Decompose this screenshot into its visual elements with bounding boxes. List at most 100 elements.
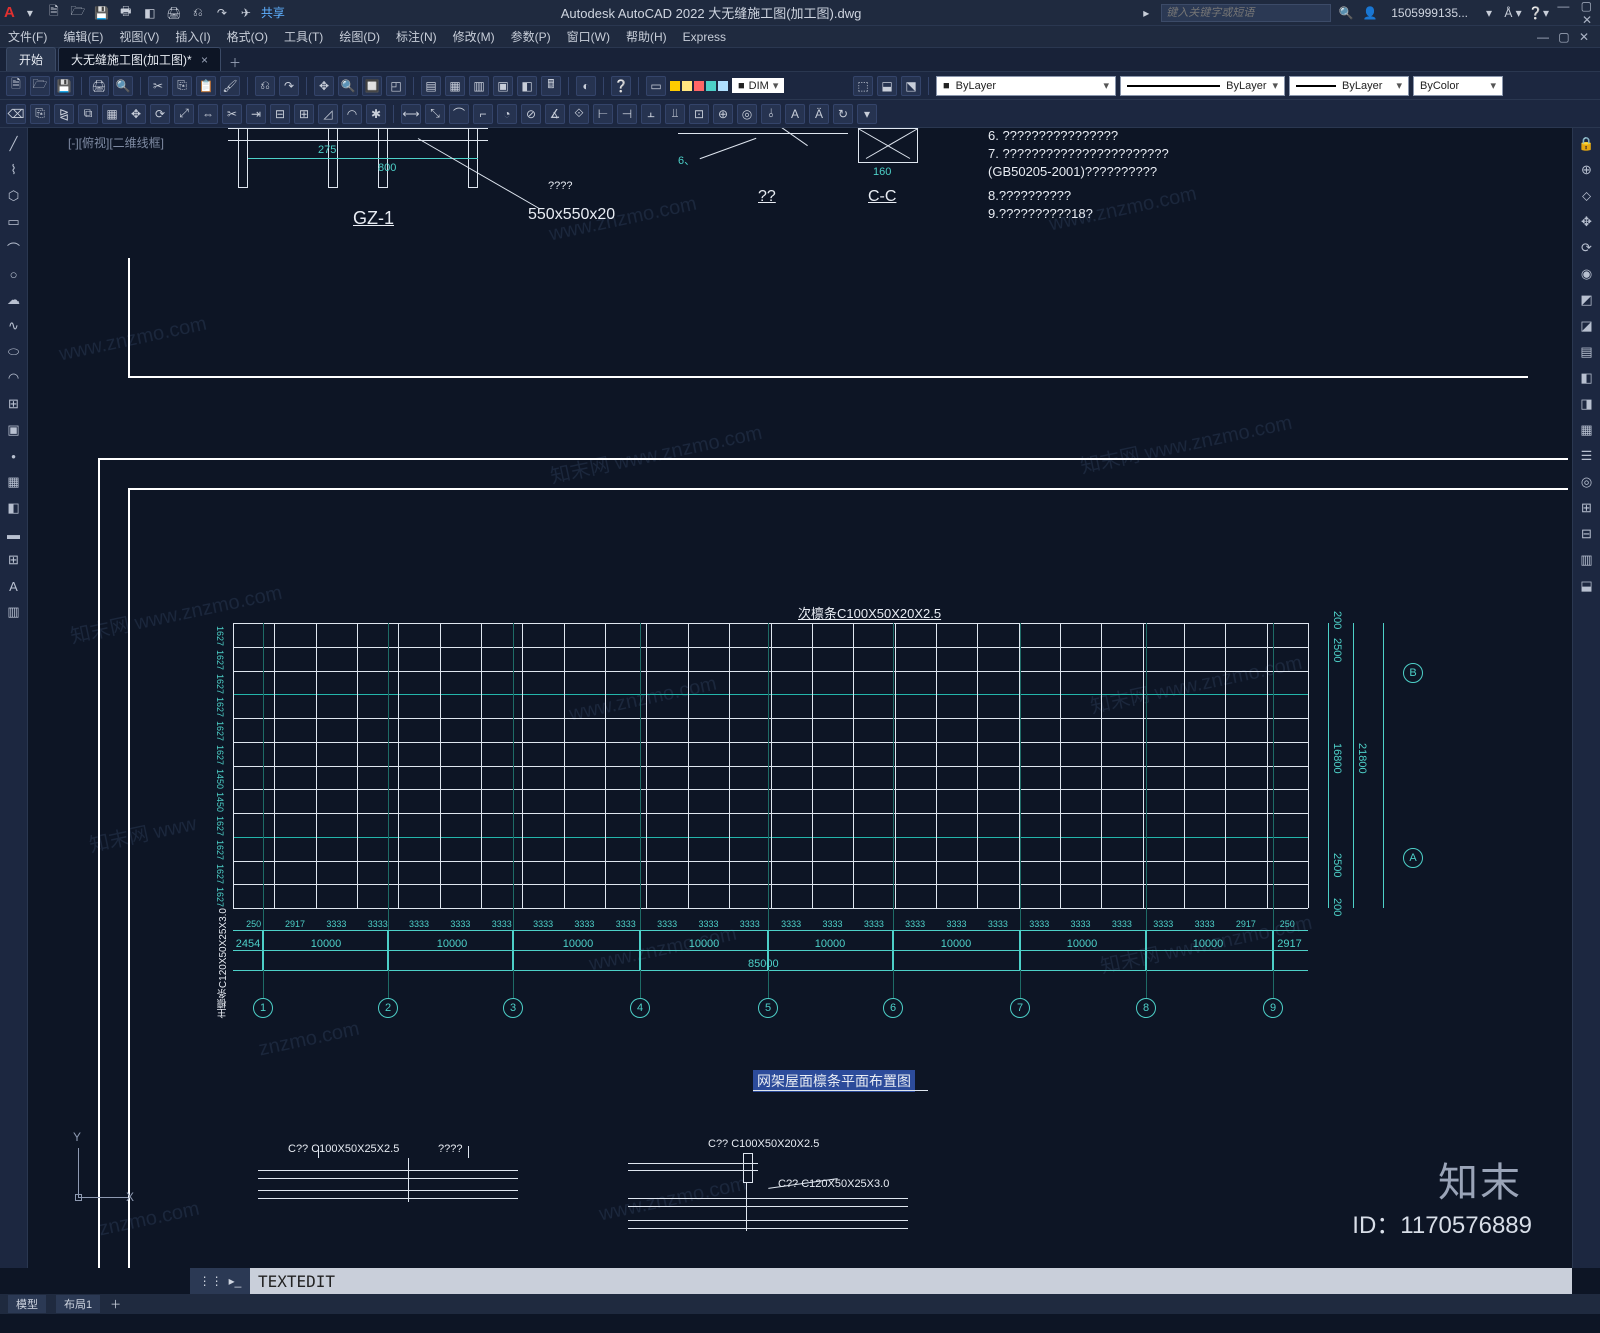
rb-ssm[interactable]: ▣ bbox=[493, 76, 513, 96]
dim-center[interactable]: ⊕ bbox=[713, 104, 733, 124]
mod-fillet[interactable]: ◠ bbox=[342, 104, 362, 124]
layer-plot-icon[interactable] bbox=[706, 81, 716, 91]
status-add-icon[interactable]: ＋ bbox=[110, 1296, 121, 1312]
mod-join[interactable]: ⊞ bbox=[294, 104, 314, 124]
tool-revcloud[interactable]: ☁ bbox=[4, 290, 24, 310]
tool-gradient[interactable]: ◧ bbox=[4, 498, 24, 518]
rtool-v9[interactable]: ⊞ bbox=[1577, 498, 1597, 518]
tool-text[interactable]: A bbox=[4, 576, 24, 596]
menu-edit[interactable]: 编辑(E) bbox=[63, 28, 103, 45]
tool-spline[interactable]: ∿ bbox=[4, 316, 24, 336]
rb-layerprev[interactable]: ⬔ bbox=[901, 76, 921, 96]
rtool-v8[interactable]: ◎ bbox=[1577, 472, 1597, 492]
autodesk-app-icon[interactable]: ▾ bbox=[1480, 6, 1498, 20]
a-icon[interactable]: Å ▾ bbox=[1504, 6, 1522, 20]
menu-dim[interactable]: 标注(N) bbox=[396, 28, 437, 45]
mod-array[interactable]: ▦ bbox=[102, 104, 122, 124]
menu-insert[interactable]: 插入(I) bbox=[175, 28, 210, 45]
search-icon[interactable]: 🔍 bbox=[1337, 6, 1355, 20]
layer-on-icon[interactable] bbox=[670, 81, 680, 91]
rtool-v5[interactable]: ◨ bbox=[1577, 394, 1597, 414]
dim-update[interactable]: ↻ bbox=[833, 104, 853, 124]
plotstyle-dropdown[interactable]: ByColor▾ bbox=[1413, 76, 1503, 96]
rb-block[interactable]: ▭ bbox=[646, 76, 666, 96]
dim-arc[interactable]: ⌒ bbox=[449, 104, 469, 124]
mod-extend[interactable]: ⇥ bbox=[246, 104, 266, 124]
tool-insert[interactable]: ⊞ bbox=[4, 394, 24, 414]
mod-erase[interactable]: ⌫ bbox=[6, 104, 26, 124]
command-input[interactable] bbox=[250, 1268, 1572, 1294]
rb-layers[interactable]: ⬚ bbox=[853, 76, 873, 96]
rb-paste[interactable]: 📋 bbox=[196, 76, 216, 96]
menu-view[interactable]: 视图(V) bbox=[119, 28, 159, 45]
rb-zoomp[interactable]: ◰ bbox=[386, 76, 406, 96]
mod-stretch[interactable]: ⇔ bbox=[198, 104, 218, 124]
rb-save[interactable]: 💾 bbox=[54, 76, 74, 96]
tool-hatch[interactable]: ▦ bbox=[4, 472, 24, 492]
rb-new[interactable]: 🗎 bbox=[6, 76, 26, 96]
tool-table[interactable]: ⊞ bbox=[4, 550, 24, 570]
rtool-rotate[interactable]: ⟳ bbox=[1577, 238, 1597, 258]
rb-help[interactable]: ❔ bbox=[611, 76, 631, 96]
rb-dc[interactable]: ▦ bbox=[445, 76, 465, 96]
color-dropdown[interactable]: ■ ByLayer▾ bbox=[936, 76, 1116, 96]
layer-dropdown[interactable]: ■ DIM▾ bbox=[732, 78, 784, 93]
search-input[interactable] bbox=[1161, 4, 1331, 22]
rb-prop[interactable]: ▤ bbox=[421, 76, 441, 96]
command-line[interactable]: ⋮⋮▸_ bbox=[190, 1268, 1572, 1294]
dim-base[interactable]: ⊢ bbox=[593, 104, 613, 124]
rtool-v6[interactable]: ▦ bbox=[1577, 420, 1597, 440]
doc-window-controls[interactable]: — ▢ ✕ bbox=[1537, 30, 1592, 44]
tool-ellipsearc[interactable]: ◠ bbox=[4, 368, 24, 388]
dim-tedit[interactable]: Ä bbox=[809, 104, 829, 124]
dim-dia[interactable]: ⊘ bbox=[521, 104, 541, 124]
menu-express[interactable]: Express bbox=[683, 30, 726, 44]
tool-rect[interactable]: ▭ bbox=[4, 212, 24, 232]
cmd-chevron-icon[interactable]: ▸_ bbox=[229, 1274, 242, 1288]
rtool-v2[interactable]: ◪ bbox=[1577, 316, 1597, 336]
dim-break[interactable]: ⫫ bbox=[665, 104, 685, 124]
rb-zoom[interactable]: 🔍 bbox=[338, 76, 358, 96]
tab-doc[interactable]: 大无缝施工图(加工图)* × bbox=[58, 47, 221, 71]
tool-polygon[interactable]: ⬡ bbox=[4, 186, 24, 206]
rb-qcalc[interactable]: 🖩 bbox=[541, 76, 561, 96]
dim-cont[interactable]: ⊣ bbox=[617, 104, 637, 124]
rb-layeriso[interactable]: ⬓ bbox=[877, 76, 897, 96]
dim-rad[interactable]: ◔ bbox=[497, 104, 517, 124]
dim-space[interactable]: ⫠ bbox=[641, 104, 661, 124]
rb-cut[interactable]: ✂ bbox=[148, 76, 168, 96]
tab-start[interactable]: 开始 bbox=[6, 47, 56, 71]
rtool-v11[interactable]: ▥ bbox=[1577, 550, 1597, 570]
infocenter-icon[interactable]: ▸ bbox=[1137, 6, 1155, 20]
rb-preview[interactable]: 🔍 bbox=[113, 76, 133, 96]
rb-zoomw[interactable]: 🔲 bbox=[362, 76, 382, 96]
layer-lock-icon[interactable] bbox=[694, 81, 704, 91]
mod-offset[interactable]: ⧉ bbox=[78, 104, 98, 124]
tab-add-icon[interactable]: ＋ bbox=[223, 54, 247, 71]
rtool-lock[interactable]: 🔒 bbox=[1577, 134, 1597, 154]
tab-close-icon[interactable]: × bbox=[201, 53, 208, 67]
tool-pline[interactable]: ⌇ bbox=[4, 160, 24, 180]
rb-undo[interactable]: ⎌ bbox=[255, 76, 275, 96]
menu-window[interactable]: 窗口(W) bbox=[567, 28, 610, 45]
mod-move[interactable]: ✥ bbox=[126, 104, 146, 124]
tool-region[interactable]: ▬ bbox=[4, 524, 24, 544]
rb-redo[interactable]: ↷ bbox=[279, 76, 299, 96]
menu-draw[interactable]: 绘图(D) bbox=[339, 28, 380, 45]
dim-linear[interactable]: ⟷ bbox=[401, 104, 421, 124]
help-icon[interactable]: ❔▾ bbox=[1528, 6, 1546, 20]
menu-modify[interactable]: 修改(M) bbox=[453, 28, 495, 45]
qat-new-icon[interactable]: 🗎 bbox=[45, 2, 63, 23]
dim-tol[interactable]: ⊡ bbox=[689, 104, 709, 124]
qat-undo-icon[interactable]: ⎌ bbox=[189, 5, 207, 20]
menu-help[interactable]: 帮助(H) bbox=[626, 28, 667, 45]
rtool-orbit[interactable]: ◉ bbox=[1577, 264, 1597, 284]
mod-trim[interactable]: ✂ bbox=[222, 104, 242, 124]
mod-chamfer[interactable]: ◿ bbox=[318, 104, 338, 124]
status-layout1[interactable]: 布局1 bbox=[56, 1295, 100, 1313]
tool-line[interactable]: ╱ bbox=[4, 134, 24, 154]
status-model[interactable]: 模型 bbox=[8, 1295, 46, 1313]
qat-dwg-icon[interactable]: ◧ bbox=[141, 6, 159, 20]
dim-style[interactable]: ▾ bbox=[857, 104, 877, 124]
tool-circle[interactable]: ○ bbox=[4, 264, 24, 284]
